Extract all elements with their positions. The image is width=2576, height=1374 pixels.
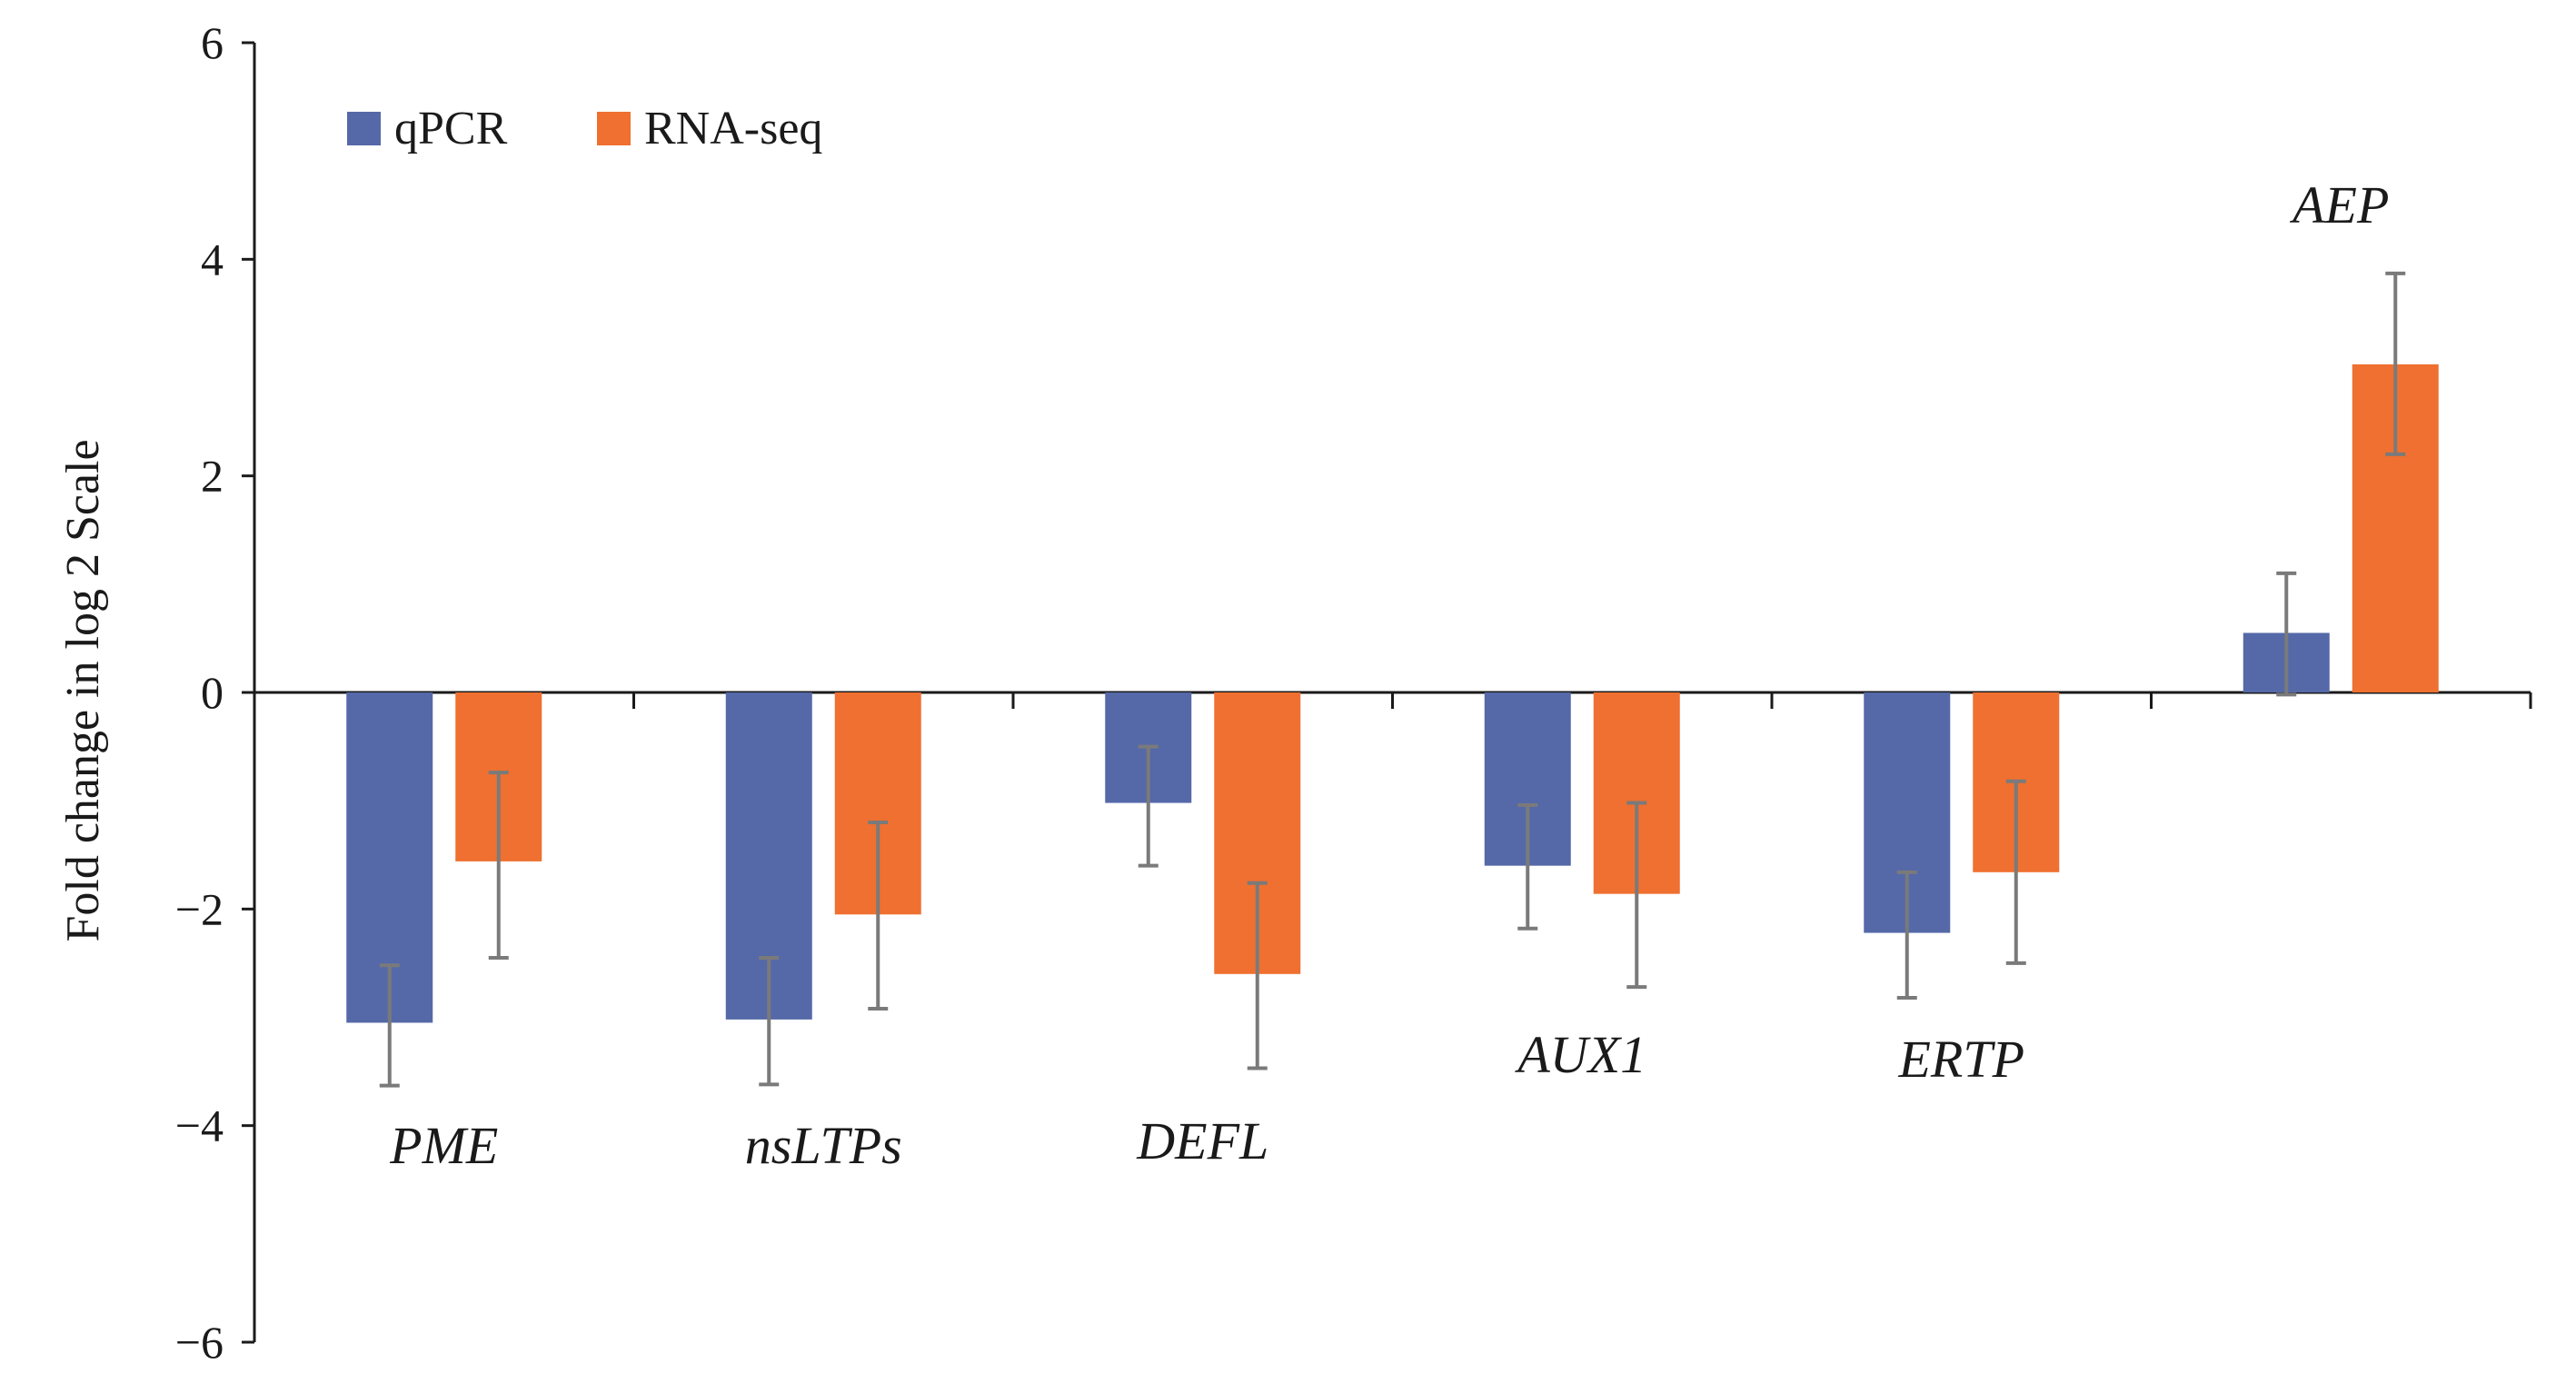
y-tick-label: 4: [201, 234, 224, 284]
legend: qPCR RNA-seq: [347, 103, 822, 154]
y-axis-title: Fold change in log 2 Scale: [57, 439, 109, 941]
category-label: DEFL: [1136, 1111, 1268, 1170]
category-label: AEP: [2289, 175, 2389, 234]
y-tick-label: 0: [201, 667, 224, 718]
category-label: nsLTPs: [745, 1116, 902, 1175]
y-tick-label: −6: [175, 1317, 224, 1368]
x-axis: [254, 691, 2532, 709]
category-label: AUX1: [1514, 1025, 1646, 1084]
y-tick-label: −4: [175, 1100, 224, 1151]
y-tick-label: 2: [201, 451, 224, 502]
category-label: PME: [389, 1116, 498, 1175]
category-label: ERTP: [1897, 1030, 2024, 1089]
legend-swatch: [347, 112, 381, 145]
legend-label: qPCR: [394, 103, 508, 154]
y-tick-label: −2: [175, 883, 224, 934]
error-bars: [379, 271, 2406, 1088]
category-labels: PME nsLTPs DEFL AUX1 ERTP AEP: [389, 175, 2389, 1175]
legend-swatch: [597, 112, 631, 145]
y-axis: 6 4 2 0 −2 −4 −6: [175, 17, 256, 1368]
legend-label: RNA-seq: [644, 103, 822, 154]
y-tick-label: 6: [201, 17, 224, 68]
